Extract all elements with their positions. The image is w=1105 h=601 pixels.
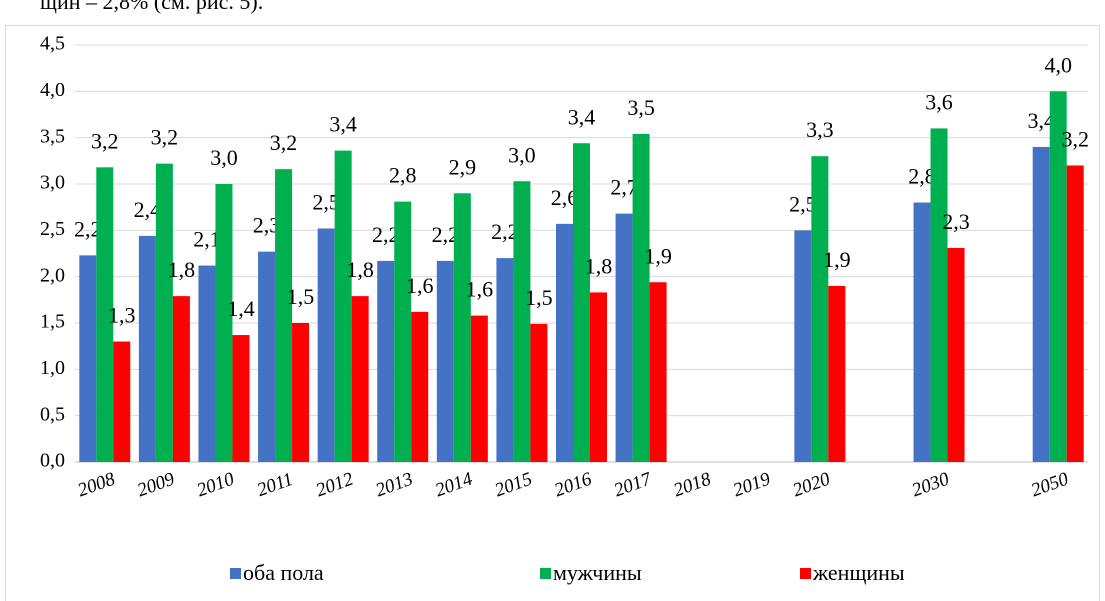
bar — [275, 169, 293, 462]
data-label: 2,9 — [449, 154, 477, 179]
chart-border — [5, 25, 1100, 601]
bar — [79, 255, 97, 462]
x-tick-label: 2018 — [671, 468, 714, 501]
data-label: 1,6 — [406, 273, 434, 298]
bar — [113, 341, 131, 462]
legend-swatch — [540, 568, 551, 579]
data-label: 3,2 — [151, 125, 179, 150]
x-tick-label: 2010 — [194, 468, 237, 501]
bar — [632, 133, 650, 462]
data-label: 1,8 — [346, 257, 374, 282]
bar — [496, 258, 514, 462]
legend-label: мужчины — [553, 560, 642, 585]
data-label: 1,8 — [585, 253, 613, 278]
bar — [258, 251, 276, 462]
data-label: 3,3 — [806, 117, 834, 142]
data-label: 3,4 — [329, 112, 357, 137]
data-label: 3,4 — [568, 104, 596, 129]
bar — [334, 150, 352, 462]
bar — [513, 181, 531, 462]
bar — [930, 128, 948, 462]
x-tick-label: 2050 — [1028, 468, 1071, 501]
data-label: 2,3 — [942, 209, 970, 234]
bar — [794, 230, 812, 462]
bar — [394, 201, 412, 462]
data-label: 4,0 — [1044, 52, 1072, 77]
bar — [470, 315, 488, 462]
bar — [377, 260, 395, 462]
bar — [198, 265, 216, 462]
bar — [590, 292, 607, 462]
data-label: 3,0 — [508, 142, 536, 167]
legend-swatch — [230, 568, 241, 579]
x-tick-label: 2016 — [552, 468, 595, 501]
bar — [453, 193, 471, 462]
y-tick-label: 1,0 — [40, 357, 65, 379]
bar — [138, 235, 156, 462]
bar — [436, 260, 454, 462]
data-label: 1,5 — [525, 285, 553, 310]
data-label: 3,2 — [270, 130, 298, 155]
bar — [1049, 91, 1067, 462]
x-tick-label: 2011 — [254, 469, 296, 501]
legend-label: женщины — [812, 560, 905, 585]
bar — [172, 296, 190, 462]
data-label: 1,9 — [644, 243, 672, 268]
y-tick-label: 4,0 — [40, 79, 65, 101]
legend-swatch — [800, 568, 811, 579]
data-label: 3,6 — [925, 89, 953, 114]
bar — [215, 184, 233, 462]
bar — [232, 335, 250, 462]
bar — [292, 323, 310, 462]
x-tick-label: 2008 — [75, 468, 118, 501]
x-tick-label: 2030 — [909, 468, 952, 501]
y-tick-label: 3,0 — [40, 172, 65, 194]
data-label: 1,3 — [108, 303, 136, 328]
bar — [913, 202, 931, 463]
y-tick-label: 0,5 — [40, 403, 65, 425]
y-tick-label: 0,0 — [40, 450, 65, 472]
bar — [615, 213, 633, 462]
data-label: 1,6 — [466, 277, 494, 302]
data-label: 3,2 — [91, 128, 119, 153]
bar — [351, 296, 369, 462]
bar — [317, 228, 335, 462]
bar — [947, 247, 965, 462]
bar — [155, 163, 173, 462]
legend-label: оба пола — [243, 560, 324, 585]
data-label: 1,9 — [823, 247, 851, 272]
x-tick-label: 2014 — [432, 468, 475, 501]
bar — [96, 167, 114, 462]
y-tick-label: 3,5 — [40, 125, 65, 147]
x-tick-label: 2015 — [492, 469, 535, 502]
bar — [1066, 165, 1084, 462]
bar — [573, 143, 590, 462]
x-tick-label: 2020 — [790, 468, 833, 501]
data-label: 3,0 — [210, 145, 238, 170]
data-label: 1,4 — [227, 296, 255, 321]
data-label: 2,8 — [389, 163, 417, 188]
data-label: 3,5 — [627, 95, 655, 120]
bar — [828, 285, 846, 462]
data-label: 1,8 — [168, 257, 196, 282]
x-tick-label: 2017 — [611, 468, 655, 501]
bar — [411, 311, 429, 462]
bar — [811, 156, 829, 462]
x-tick-label: 2009 — [135, 468, 178, 501]
y-tick-label: 2,0 — [40, 264, 65, 286]
y-tick-label: 4,5 — [40, 33, 65, 55]
bar — [1032, 146, 1050, 462]
data-label: 3,2 — [1061, 127, 1089, 152]
bar — [530, 323, 548, 462]
bar — [556, 223, 573, 462]
y-tick-label: 1,5 — [40, 311, 65, 333]
page-text: щин – 2,8% (см. рис. 5). — [40, 0, 263, 14]
x-tick-label: 2012 — [313, 468, 356, 501]
x-tick-label: 2019 — [730, 468, 773, 501]
data-label: 1,5 — [287, 284, 315, 309]
y-tick-label: 2,5 — [40, 218, 65, 240]
bar — [649, 282, 667, 462]
x-tick-label: 2013 — [373, 469, 416, 502]
